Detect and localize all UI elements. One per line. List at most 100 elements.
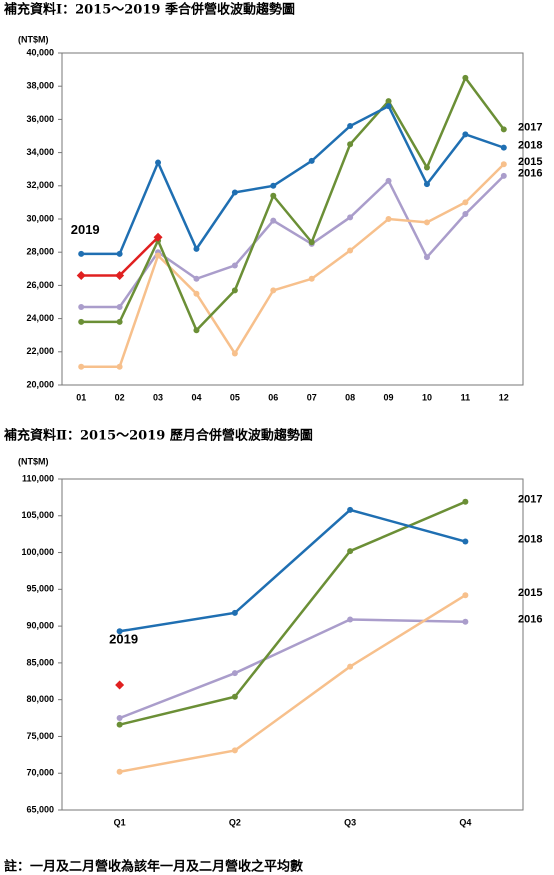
x-tick-label: 12 (499, 392, 509, 402)
x-tick-label: 03 (153, 392, 163, 402)
data-point (193, 290, 200, 297)
data-point (308, 275, 315, 282)
x-tick-label: 07 (307, 392, 317, 402)
data-point (78, 318, 85, 325)
series-label: 2017 (518, 121, 542, 133)
data-point (78, 250, 85, 257)
y-tick-label: 26,000 (26, 280, 54, 290)
data-point (347, 663, 354, 670)
x-tick-label: Q2 (229, 817, 241, 827)
series-line (81, 75, 505, 333)
data-point (270, 192, 277, 199)
data-point (462, 498, 469, 505)
data-point (270, 182, 277, 189)
data-point (115, 680, 125, 690)
y-tick-label: 36,000 (26, 114, 54, 124)
series-label: 2018 (518, 140, 542, 152)
data-point (270, 287, 277, 294)
data-point (462, 199, 469, 206)
data-point (231, 670, 238, 677)
data-point (500, 126, 507, 133)
data-point (193, 245, 200, 252)
data-point (423, 164, 430, 171)
y-axis-unit: (NT$M) (18, 34, 49, 44)
data-point (423, 181, 430, 188)
y-tick-label: 80,000 (26, 694, 54, 704)
series-label: 2018 (518, 533, 542, 545)
x-tick-label: 04 (191, 392, 201, 402)
data-point (116, 318, 123, 325)
series-label: 2015 (518, 156, 542, 168)
data-point (155, 159, 162, 166)
series-line (81, 104, 505, 256)
x-tick-label: 10 (422, 392, 432, 402)
data-point (308, 239, 315, 246)
y-tick-label: 100,000 (21, 547, 54, 557)
footnote: 註：一月及二月營收為該年一月及二月營收之平均數 (4, 859, 303, 875)
data-point (116, 250, 123, 257)
data-point (385, 216, 392, 222)
data-point (78, 303, 85, 310)
series-line (119, 500, 466, 726)
data-point (462, 618, 469, 625)
data-point (231, 747, 238, 754)
x-tick-label: 09 (384, 392, 394, 402)
data-point (116, 768, 123, 775)
data-point (76, 270, 86, 280)
data-point (116, 715, 123, 722)
x-tick-label: Q4 (459, 817, 471, 827)
data-point (385, 177, 392, 184)
y-tick-label: 24,000 (26, 313, 54, 323)
y-axis-unit: (NT$M) (18, 456, 49, 466)
plot-frame (61, 478, 524, 811)
data-point (462, 211, 469, 218)
data-point (462, 74, 469, 81)
x-tick-label: Q1 (114, 817, 126, 827)
data-point (231, 287, 238, 294)
series-label: 2019 (109, 631, 138, 646)
data-point (347, 506, 354, 513)
data-point (347, 616, 354, 623)
x-tick-label: 11 (461, 392, 471, 402)
y-tick-label: 20,000 (26, 379, 54, 389)
data-point (231, 189, 238, 196)
series-line (119, 594, 467, 773)
series-label: 2015 (518, 587, 542, 599)
data-point (308, 157, 315, 164)
series-label: 2016 (518, 614, 542, 626)
chart-title: 補充資料Ⅱ：2015～2019 歷月合併營收波動趨勢圖 (3, 428, 313, 444)
data-point (347, 247, 354, 254)
data-point (347, 214, 354, 221)
series-label: 2017 (518, 494, 542, 506)
data-point (231, 262, 238, 269)
data-point (193, 327, 200, 334)
data-point (270, 217, 277, 224)
y-tick-label: 110,000 (22, 473, 54, 483)
series-line (81, 174, 505, 309)
y-tick-label: 32,000 (26, 180, 54, 190)
y-tick-label: 65,000 (26, 804, 54, 814)
y-tick-label: 28,000 (26, 247, 54, 257)
x-tick-label: Q3 (344, 817, 356, 827)
data-point (462, 592, 469, 599)
y-tick-label: 85,000 (26, 657, 54, 667)
x-tick-label: 08 (345, 392, 355, 402)
x-tick-label: 01 (76, 392, 86, 402)
data-point (115, 270, 125, 280)
y-tick-label: 22,000 (26, 346, 54, 356)
data-point (116, 363, 123, 370)
y-tick-label: 38,000 (26, 81, 54, 91)
y-tick-label: 105,000 (21, 510, 54, 520)
data-point (462, 131, 469, 138)
series-line (119, 618, 466, 720)
series-line (119, 508, 466, 633)
data-point (423, 254, 430, 261)
data-point (347, 548, 354, 555)
x-tick-label: 02 (115, 392, 125, 402)
y-tick-label: 75,000 (26, 731, 54, 741)
data-point (116, 303, 123, 310)
data-point (423, 219, 430, 226)
data-point (116, 721, 123, 728)
